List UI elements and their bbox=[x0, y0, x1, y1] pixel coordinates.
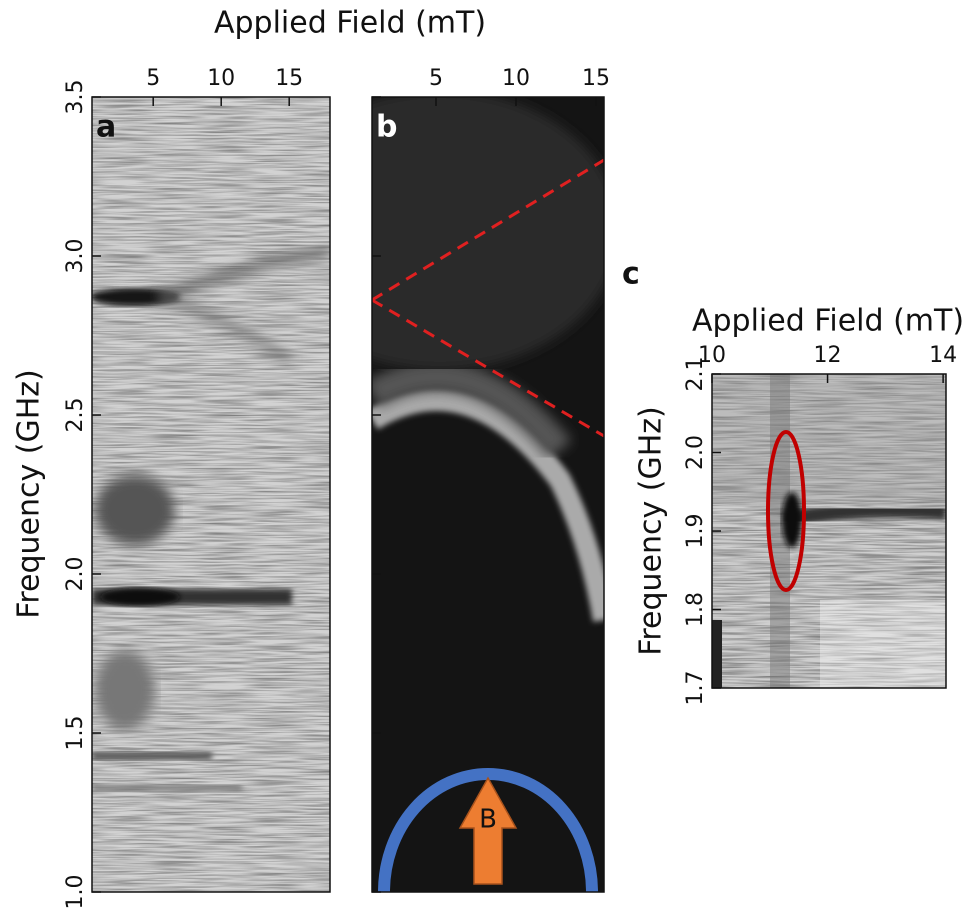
x-tick-label: 14 bbox=[929, 343, 957, 368]
y-tick-label: 2.5 bbox=[63, 398, 88, 433]
y-tick-label: 2.0 bbox=[683, 435, 708, 470]
x-tick-label: 15 bbox=[582, 66, 610, 91]
y-tick-label: 1.0 bbox=[63, 875, 88, 910]
x-tick-label: 5 bbox=[146, 66, 160, 91]
y-tick-label: 1.5 bbox=[63, 716, 88, 751]
panel-label: a bbox=[96, 110, 116, 145]
y-tick-label: 3.0 bbox=[63, 239, 88, 274]
panel-label: c bbox=[622, 257, 640, 292]
x-axis-label: Applied Field (mT) bbox=[692, 304, 964, 339]
frame bbox=[91, 96, 331, 893]
highlight-ellipse bbox=[766, 430, 806, 592]
x-axis-label: Applied Field (mT) bbox=[214, 6, 486, 41]
heatmap-a bbox=[92, 97, 330, 892]
y-tick-label: 2.0 bbox=[63, 557, 88, 592]
y-tick-label: 1.8 bbox=[683, 592, 708, 627]
y-tick-label: 2.1 bbox=[683, 357, 708, 392]
heatmap-b bbox=[372, 97, 604, 892]
heatmap-c bbox=[712, 374, 946, 688]
x-tick-label: 5 bbox=[429, 66, 443, 91]
x-tick-label: 10 bbox=[207, 66, 235, 91]
x-tick-label: 15 bbox=[275, 66, 303, 91]
y-tick-label: 1.9 bbox=[683, 514, 708, 549]
y-tick-label: 3.5 bbox=[63, 80, 88, 115]
y-tick-label: 1.7 bbox=[683, 671, 708, 706]
x-tick-label: 12 bbox=[814, 343, 842, 368]
x-tick-label: 10 bbox=[502, 66, 530, 91]
panel-label: b bbox=[376, 110, 397, 145]
y-axis-label: Frequency (GHz) bbox=[12, 369, 47, 618]
x-tick-label: 10 bbox=[698, 343, 726, 368]
annotation: B bbox=[479, 805, 497, 835]
frame bbox=[371, 96, 605, 893]
y-axis-label: Frequency (GHz) bbox=[634, 406, 669, 655]
